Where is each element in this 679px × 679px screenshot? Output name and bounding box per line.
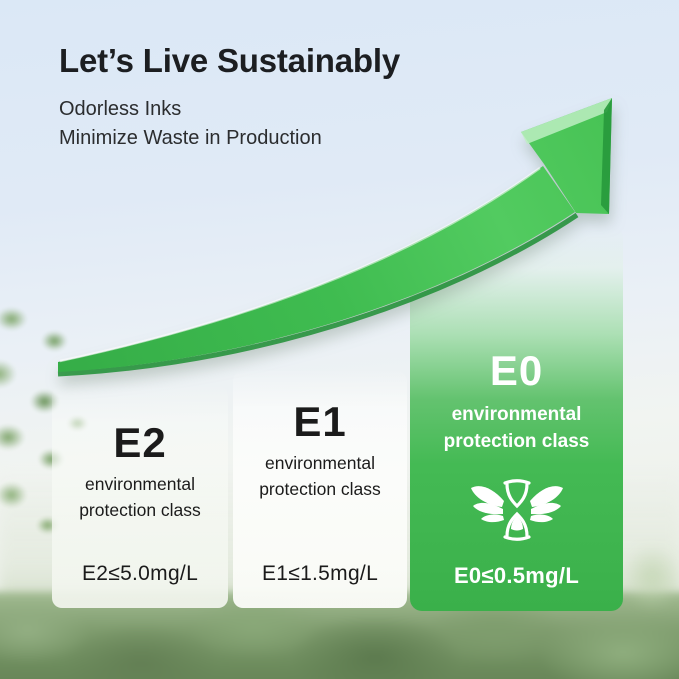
column-e0-highlighted: E0 environmental protection class bbox=[410, 226, 623, 611]
column-e2: E2 environmental protection class E2≤5.0… bbox=[52, 386, 228, 608]
class-label-e0: E0 bbox=[489, 347, 544, 394]
blurred-foliage-right bbox=[612, 532, 679, 622]
class-description-e0: environmental protection class bbox=[410, 402, 623, 455]
desc-line-1: environmental bbox=[451, 404, 582, 426]
class-label-e1: E1 bbox=[293, 398, 347, 445]
desc-line-1: environmental bbox=[265, 453, 375, 474]
desc-line-2: protection class bbox=[443, 430, 590, 452]
desc-line-1: environmental bbox=[85, 474, 195, 495]
limit-value-e2: E2≤5.0mg/L bbox=[81, 562, 199, 585]
class-description-e2: environmental protection class bbox=[52, 472, 228, 523]
limit-value-e0: E0≤0.5mg/L bbox=[453, 563, 580, 588]
winged-hourglass-icon bbox=[410, 479, 623, 546]
subtitle-minimize-waste: Minimize Waste in Production bbox=[59, 127, 322, 149]
subtitle-odorless-inks: Odorless Inks bbox=[59, 98, 182, 120]
column-e1: E1 environmental protection class E1≤1.5… bbox=[233, 371, 407, 608]
class-description-e1: environmental protection class bbox=[233, 451, 407, 502]
desc-line-2: protection class bbox=[259, 478, 381, 499]
header: Let’s Live Sustainably Odorless Inks Min… bbox=[59, 42, 400, 153]
limit-value-e1: E1≤1.5mg/L bbox=[261, 562, 379, 585]
page-title: Let’s Live Sustainably bbox=[59, 42, 400, 79]
desc-line-2: protection class bbox=[79, 499, 201, 520]
class-label-e2: E2 bbox=[113, 419, 167, 466]
